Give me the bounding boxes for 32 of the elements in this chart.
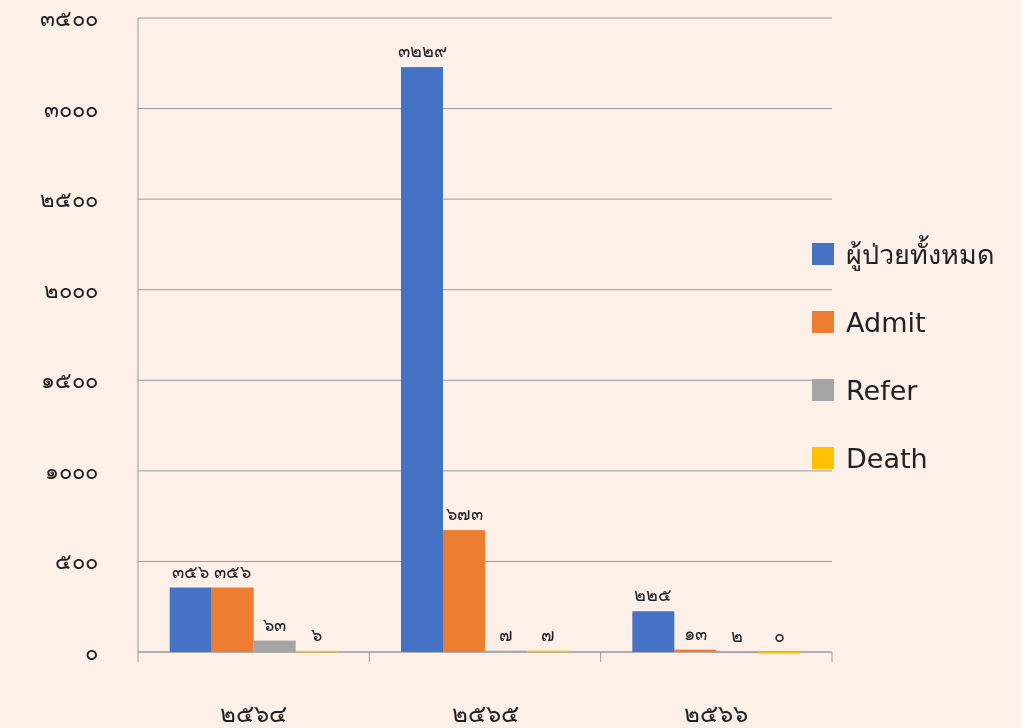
- data-label: ๖๓: [263, 613, 287, 635]
- y-tick-label: ๓๐๐๐: [44, 96, 98, 122]
- y-tick-label: ๑๐๐๐: [45, 458, 98, 484]
- bar: [443, 530, 485, 652]
- legend-label: Death: [846, 443, 928, 474]
- y-tick-label: ๑๕๐๐: [41, 368, 98, 394]
- y-tick-label: ๒๐๐๐: [44, 277, 98, 303]
- legend-label: Admit: [846, 307, 926, 338]
- y-tick-label: ๐: [85, 640, 98, 665]
- x-tick-label: ๒๕๖๔: [220, 700, 288, 728]
- data-label: ๗: [499, 623, 513, 645]
- data-label: ๖๗๓: [445, 503, 483, 525]
- x-tick-label: ๒๕๖๕: [451, 700, 519, 728]
- data-label: ๒: [731, 624, 744, 646]
- data-label: ๐: [773, 625, 785, 646]
- bar: [632, 611, 675, 652]
- data-label: ๓๕๖: [172, 560, 210, 582]
- data-label: ๑๓: [683, 622, 707, 644]
- data-label: ๓๒๒๙: [397, 40, 447, 62]
- y-tick-label: ๒๕๐๐: [40, 187, 98, 213]
- data-label: ๖: [311, 623, 323, 645]
- legend-label: ผู้ป่วยทั้งหมด: [846, 235, 995, 271]
- data-label: ๗: [541, 623, 555, 645]
- data-label: ๓๕๖: [214, 560, 252, 582]
- legend-label: Refer: [846, 375, 919, 406]
- y-tick-label: ๕๐๐: [55, 549, 98, 575]
- y-tick-label: ๓๕๐๐: [40, 6, 98, 31]
- bar: [401, 67, 443, 652]
- x-tick-label: ๒๕๖๖: [684, 700, 749, 728]
- bar: [169, 587, 212, 652]
- data-label: ๒๒๕: [634, 584, 673, 606]
- bar: [211, 587, 254, 652]
